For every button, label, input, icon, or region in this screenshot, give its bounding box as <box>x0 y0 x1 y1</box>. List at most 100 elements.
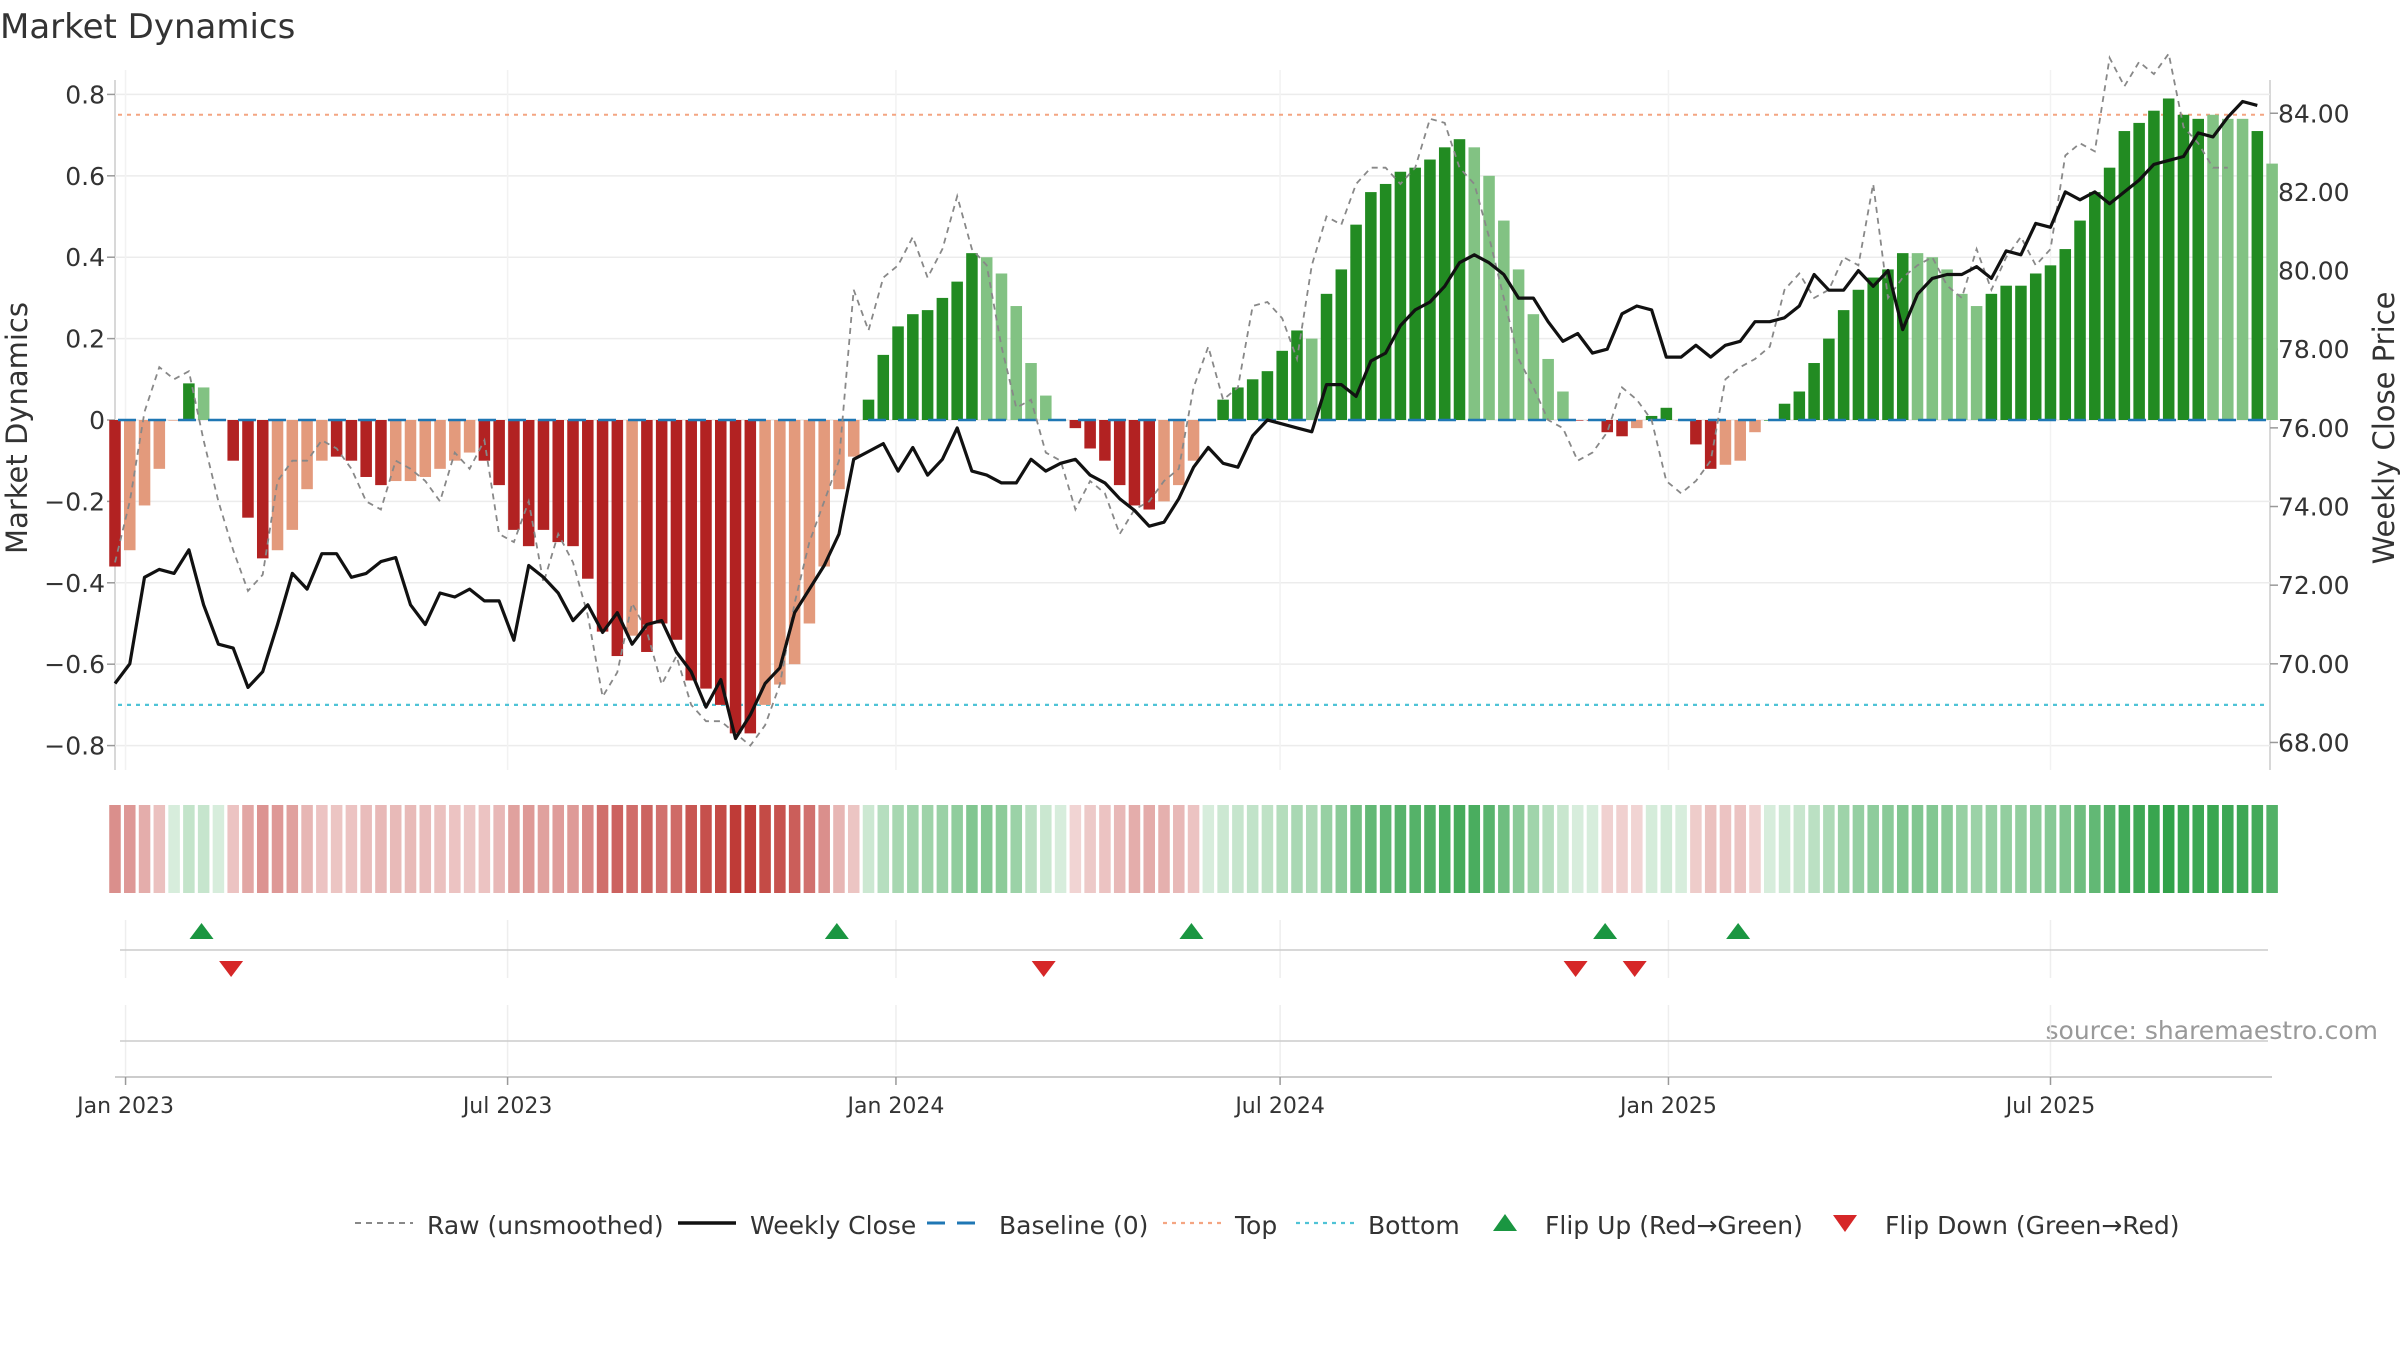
strip-cell <box>582 805 594 893</box>
strip-cell <box>833 805 845 893</box>
dynamics-bar <box>936 297 949 420</box>
dynamics-bar <box>1350 224 1362 420</box>
strip-cell <box>508 805 520 893</box>
flip-down-marker <box>1622 961 1647 977</box>
strip-cell <box>951 805 963 893</box>
dynamics-bar <box>2044 265 2057 420</box>
strip-cell <box>1660 805 1673 893</box>
dynamics-bar <box>892 326 904 420</box>
strip-cell <box>1645 805 1658 893</box>
strip-cell <box>1394 805 1407 893</box>
strip-cell <box>1808 805 1820 893</box>
dynamics-bar <box>330 420 343 457</box>
dynamics-bar <box>2103 167 2116 420</box>
dynamics-bar <box>1305 338 1318 420</box>
y-left-tick-label: −0.4 <box>44 569 105 598</box>
strip-cell <box>552 805 565 893</box>
strip-cell <box>1143 805 1155 893</box>
dynamics-bar <box>1970 306 1983 420</box>
strip-cell <box>1305 805 1318 893</box>
dynamics-bar <box>1320 293 1333 420</box>
flip-up-marker <box>189 923 214 939</box>
dynamics-bar <box>197 387 210 420</box>
dynamics-bar <box>227 420 239 461</box>
strip-cell <box>847 805 860 893</box>
strip-cell <box>345 805 358 893</box>
strip-cell <box>1985 805 1998 893</box>
dynamics-bar <box>389 420 402 482</box>
dynamics-bar <box>1379 183 1392 420</box>
dynamics-bar <box>1616 420 1628 437</box>
x-tick-label: Jul 2023 <box>461 1094 553 1119</box>
strip-cell <box>1882 805 1894 893</box>
y-right-tick-label: 80.00 <box>2278 257 2350 286</box>
dynamics-bar <box>1424 159 1436 420</box>
strip-cell <box>1675 805 1687 893</box>
y-left-tick-label: 0 <box>89 406 105 435</box>
y-right-tick-label: 76.00 <box>2278 414 2350 443</box>
dynamics-bar <box>1542 358 1554 420</box>
y-left-tick-label: 0.2 <box>65 325 105 354</box>
strip-cell <box>1823 805 1835 893</box>
dynamics-bar <box>2266 163 2278 420</box>
dynamics-bar <box>1483 175 1495 420</box>
dynamics-bar <box>1778 403 1791 420</box>
dynamics-bar <box>626 420 638 636</box>
dynamics-bar <box>1409 167 1421 420</box>
strip-cell <box>404 805 417 893</box>
strip-cell <box>936 805 949 893</box>
strip-cell <box>1926 805 1939 893</box>
dynamics-bar <box>404 420 417 482</box>
strip-cell <box>434 805 446 893</box>
dynamics-bar <box>316 420 328 461</box>
strip-cell <box>1764 805 1776 893</box>
strip-cell <box>1365 805 1377 893</box>
dynamics-bar <box>2192 118 2204 420</box>
dynamics-bar <box>2029 273 2042 420</box>
y-right-tick-label: 68.00 <box>2278 728 2350 757</box>
strip-cell <box>1719 805 1732 893</box>
dynamics-bar <box>1246 379 1259 420</box>
strip-cell <box>641 805 653 893</box>
strip-cell <box>1350 805 1362 893</box>
dynamics-bar <box>138 420 151 506</box>
dynamics-bar <box>1291 330 1303 420</box>
strip-cell <box>1631 805 1643 893</box>
weekly-close-line <box>113 99 2258 741</box>
strip-cell <box>1320 805 1333 893</box>
strip-cell <box>2222 805 2234 893</box>
strip-cell <box>2177 805 2190 893</box>
dynamics-bar <box>1867 277 1879 420</box>
strip-cell <box>212 805 225 893</box>
strip-cell <box>463 805 476 893</box>
strip-cell <box>419 805 432 893</box>
strip-cell <box>818 805 830 893</box>
strip-cell <box>330 805 343 893</box>
strip-cell <box>1187 805 1200 893</box>
dynamics-bar <box>2015 285 2027 420</box>
y-left-tick-label: 0.4 <box>65 243 105 272</box>
strip-cell <box>124 805 136 893</box>
dynamics-bar <box>1896 253 1909 420</box>
y-right-tick-label: 84.00 <box>2278 99 2350 128</box>
dynamics-bar <box>1040 395 1052 420</box>
dynamics-bar <box>1823 338 1835 420</box>
strip-cell <box>1025 805 1037 893</box>
strip-cell <box>2000 805 2012 893</box>
dynamics-bar <box>2133 122 2145 420</box>
dynamics-bar <box>1601 420 1614 433</box>
dynamics-bar <box>670 420 683 640</box>
strip-cell <box>2089 805 2101 893</box>
strip-cell <box>1852 805 1865 893</box>
dynamics-bar <box>685 420 697 681</box>
dynamics-bar <box>2222 118 2234 420</box>
strip-cell <box>2162 805 2175 893</box>
strip-cell <box>1970 805 1983 893</box>
y-right-tick-label: 82.00 <box>2278 178 2350 207</box>
strip-cell <box>1557 805 1569 893</box>
dynamics-bar <box>1187 420 1200 461</box>
dynamics-bar <box>641 420 653 652</box>
x-tick-label: Jul 2024 <box>1233 1094 1325 1119</box>
raw-unsmoothed-line <box>114 51 2228 747</box>
strip-cell <box>1202 805 1215 893</box>
